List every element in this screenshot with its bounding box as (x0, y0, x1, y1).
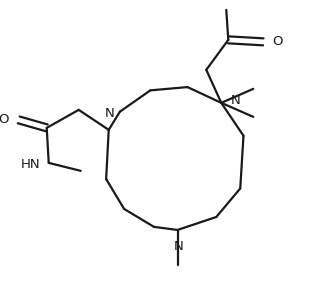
Text: O: O (0, 113, 9, 126)
Text: O: O (272, 35, 283, 48)
Text: HN: HN (21, 158, 41, 171)
Text: N: N (230, 94, 240, 107)
Text: N: N (105, 107, 115, 120)
Text: N: N (174, 240, 183, 253)
